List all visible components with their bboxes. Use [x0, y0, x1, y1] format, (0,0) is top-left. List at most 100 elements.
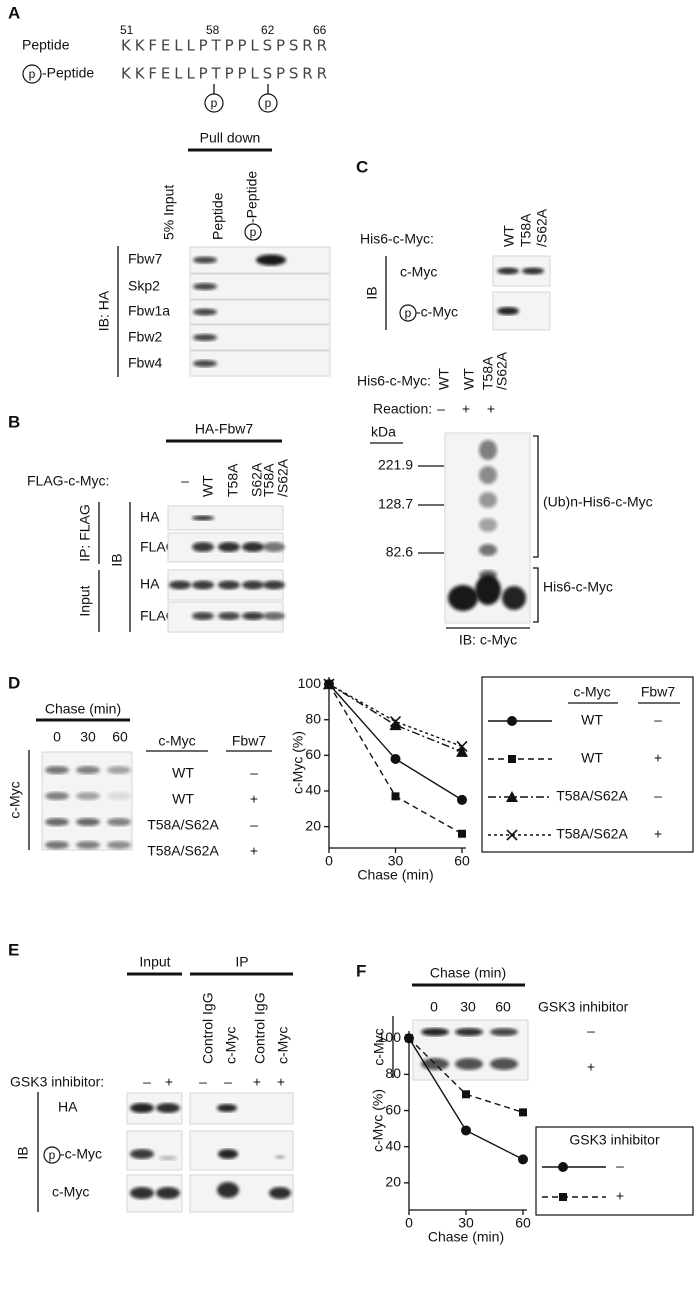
lane-label: T58A [261, 463, 277, 497]
marker [405, 1034, 413, 1043]
table-cell: T58A/S62A [147, 843, 219, 859]
table-cell: + [250, 791, 258, 807]
group-label: IP [235, 954, 248, 970]
marker [462, 1090, 470, 1099]
marker [390, 753, 401, 764]
x-axis-label: Chase (min) [428, 1229, 504, 1245]
row-label: -c-Myc [60, 1146, 102, 1162]
table-cell: – [250, 765, 258, 781]
phospho-circle [244, 223, 262, 241]
phospho-symbol: p [29, 67, 36, 81]
legend-marker [506, 829, 518, 841]
blot-band [193, 334, 217, 341]
lane-label: c-Myc [223, 1027, 239, 1064]
blot-band [76, 766, 100, 774]
blot-band [218, 1149, 238, 1159]
sequence: KKFELLPTPPLSPSRR [121, 37, 327, 55]
band-label: (Ub)n-His6-c-Myc [543, 494, 653, 510]
table-header: Fbw7 [232, 733, 266, 749]
lane-label: T58A [225, 463, 241, 497]
marker [461, 1125, 471, 1136]
treatment-sign: – [587, 1023, 595, 1039]
legend-label: + [654, 750, 662, 766]
blot-band [263, 580, 285, 590]
blot-band [218, 542, 240, 552]
series-line [328, 683, 463, 748]
row-label: c-Myc [52, 1184, 89, 1200]
x-tick-label: 30 [388, 853, 404, 869]
panel-label: B [8, 412, 20, 431]
time-label: 30 [80, 729, 96, 745]
legend-label: T58A/S62A [556, 826, 628, 842]
y-tick-label: 60 [305, 746, 321, 762]
row-label: c-Myc [7, 781, 23, 818]
sequence: KKFELLPTPPLSPSRR [121, 65, 327, 83]
y-tick-label: 100 [298, 675, 322, 691]
table-cell: WT [172, 765, 194, 781]
phospho-symbol: p [265, 96, 272, 110]
ib-label: IB [15, 1146, 31, 1159]
blot-band [107, 792, 131, 800]
position: 58 [206, 23, 220, 37]
phospho-circle [204, 93, 224, 113]
legend-box [481, 676, 694, 853]
time-label: 30 [460, 999, 476, 1015]
reaction-sign: + [487, 401, 495, 417]
panel-label: E [8, 940, 19, 959]
table-header: c-Myc [158, 733, 195, 749]
legend-label: WT [581, 712, 603, 728]
blot-band [263, 612, 285, 620]
row-label: FLAG [140, 539, 177, 555]
lane-label: WT [200, 475, 216, 497]
blot-band [218, 580, 240, 590]
blot-band [502, 586, 526, 610]
row-label: c-Myc [400, 264, 437, 280]
phospho-symbol: p [211, 96, 218, 110]
y-tick-label: 100 [378, 1029, 402, 1045]
blot-band [275, 1155, 285, 1159]
blot-band [479, 518, 497, 532]
blot-band [130, 1187, 154, 1199]
row-label: Fbw4 [128, 355, 162, 371]
table-cell: – [250, 817, 258, 833]
treatment-label: GSK3 inhibitor [538, 999, 629, 1015]
lane-label: Control IgG [252, 992, 268, 1064]
blot-band [45, 766, 69, 774]
lane-label: -Peptide [244, 171, 260, 223]
legend-marker [507, 716, 517, 726]
row-label: HA [140, 509, 160, 525]
blot-band [193, 256, 217, 264]
legend-label: + [616, 1188, 624, 1204]
phospho-circle [399, 304, 417, 322]
lane-label: – [181, 473, 189, 489]
lane-label: WT [436, 368, 452, 390]
blot-band [217, 1104, 237, 1112]
blot-band [156, 1187, 180, 1199]
blot-band [76, 841, 100, 849]
lane-label: Control IgG [200, 992, 216, 1064]
blot-band [45, 818, 69, 826]
phospho-symbol: p [250, 225, 257, 239]
panel-label: F [356, 961, 366, 980]
blot-band [475, 575, 501, 605]
ib-label: IB [109, 553, 125, 566]
blot-band [45, 792, 69, 800]
blot-band [107, 818, 131, 826]
y-axis-label: c-Myc (%) [370, 1089, 386, 1152]
row-label: Fbw7 [128, 251, 162, 267]
group-label: Pull down [200, 130, 261, 146]
phospho-circle [43, 1146, 61, 1164]
blot-frame [189, 1130, 294, 1171]
chase-label: Chase (min) [430, 965, 506, 981]
blot-band [263, 542, 285, 552]
marker-label: 82.6 [386, 544, 413, 560]
position: 51 [120, 23, 134, 37]
x-tick-label: 0 [405, 1215, 413, 1231]
blot-band [479, 492, 497, 508]
blot-band [455, 1058, 483, 1070]
lane-label: S62A [249, 462, 265, 497]
blot-band [76, 818, 100, 826]
x-tick-label: 0 [325, 853, 333, 869]
series-line [328, 683, 463, 801]
blot-band [192, 580, 214, 590]
